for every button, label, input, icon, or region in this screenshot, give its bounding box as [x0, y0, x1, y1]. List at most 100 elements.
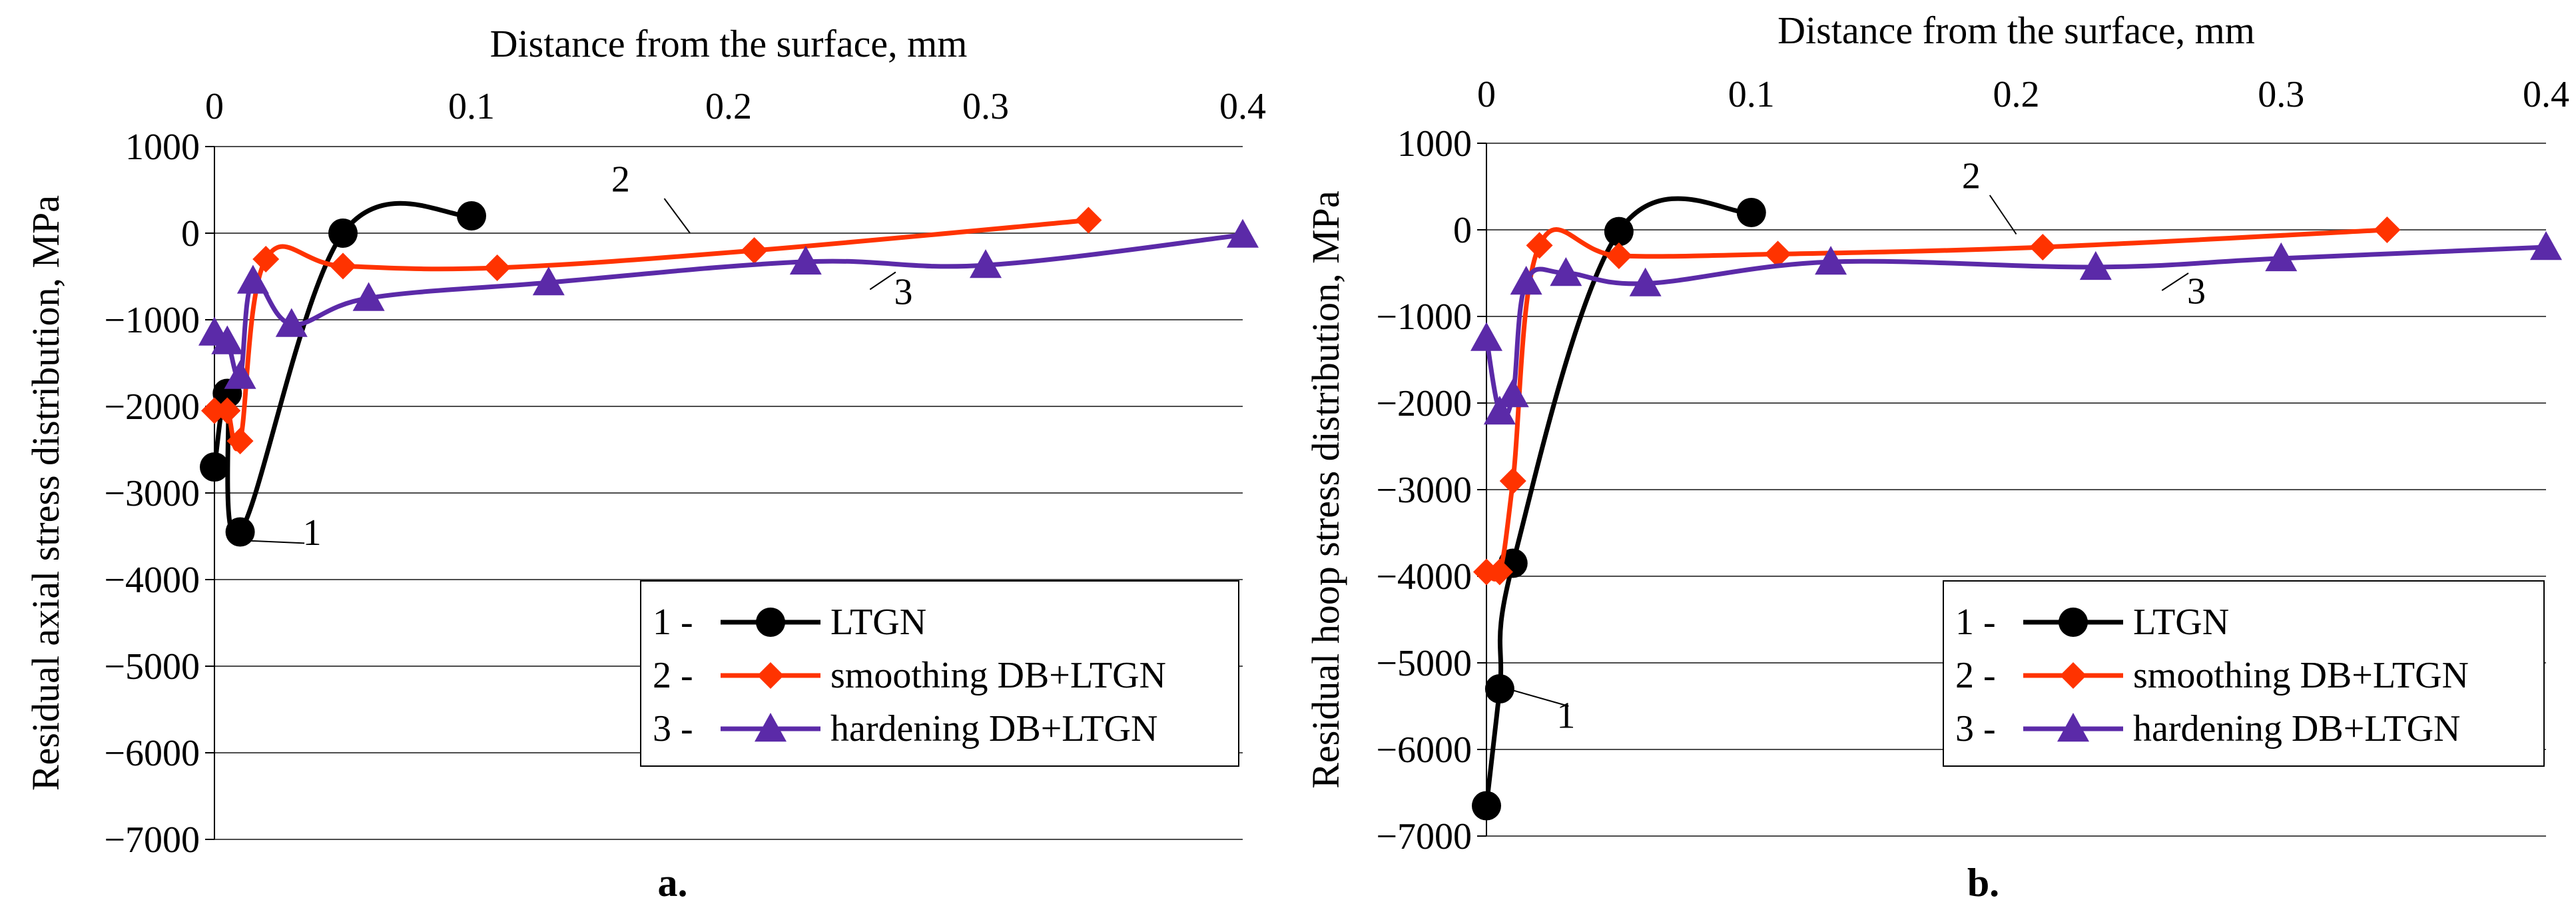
legend-number: 3 - [653, 708, 693, 749]
data-point [741, 237, 768, 264]
data-point [1526, 232, 1553, 259]
data-point [200, 452, 229, 482]
x-tick-label: 0.3 [2258, 74, 2304, 115]
legend-marker [2059, 608, 2088, 637]
y-tick-label: −1000 [1376, 296, 1472, 338]
data-point [1470, 322, 1502, 351]
callout-leader [1989, 195, 2017, 235]
data-point [1227, 219, 1259, 248]
callout-leader [869, 271, 896, 290]
y-tick-label: −7000 [1376, 816, 1472, 857]
data-point [1496, 378, 1529, 408]
y-axis-title: Residual hoop stress distribution, MPa [1304, 191, 1347, 788]
series-2 [1473, 217, 2401, 586]
y-tick-label: −4000 [1376, 556, 1472, 598]
y-tick-label: 1000 [125, 127, 200, 168]
data-point [330, 252, 356, 280]
legend-label: smoothing DB+LTGN [2133, 655, 2469, 696]
data-point [1604, 217, 1634, 246]
data-point [2374, 217, 2401, 243]
data-point [483, 254, 511, 281]
y-tick-label: −3000 [1376, 470, 1472, 511]
callout-leader [245, 540, 305, 544]
legend-number: 1 - [653, 602, 693, 643]
x-tick-label: 0.4 [1219, 86, 1266, 127]
x-tick-label: 0.2 [1993, 74, 2040, 115]
y-tick-label: −2000 [1376, 383, 1472, 424]
x-tick-label: 0 [1477, 74, 1496, 115]
callout-label: 3 [894, 272, 912, 313]
y-tick-label: 0 [1453, 210, 1472, 251]
legend: 1 - LTGN 2 - smoothing DB+LTGN 3 - hardening … [640, 580, 1239, 767]
y-tick-label: −3000 [104, 473, 200, 514]
data-point [225, 517, 255, 547]
data-point [275, 308, 308, 337]
x-tick-label: 0.1 [448, 86, 495, 127]
legend: 1 - LTGN 2 - smoothing DB+LTGN 3 - hardening … [1943, 580, 2545, 767]
data-point [252, 246, 280, 272]
callout-leader [663, 198, 691, 234]
series-3 [198, 219, 1259, 389]
callout-leader [2161, 272, 2189, 291]
data-point [236, 264, 269, 294]
data-point [1736, 198, 1766, 227]
x-tick-label: 0.1 [1728, 74, 1775, 115]
y-tick-label: −6000 [1376, 729, 1472, 771]
y-tick-label: 0 [181, 213, 200, 254]
data-point [352, 282, 385, 311]
y-tick-label: −5000 [104, 646, 200, 687]
panel-label: a. [658, 861, 688, 905]
y-tick-label: −5000 [1376, 643, 1472, 684]
x-tick-label: 0.4 [2523, 74, 2569, 115]
data-point [1075, 207, 1102, 234]
y-tick-label: −2000 [104, 386, 200, 428]
data-point [328, 219, 358, 248]
data-point [1629, 267, 1662, 296]
y-tick-label: −1000 [104, 300, 200, 341]
series-line [1484, 196, 1752, 806]
legend-number: 1 - [1955, 602, 1996, 643]
series-line [214, 218, 1089, 451]
x-tick-label: 0.2 [705, 86, 752, 127]
legend-label: LTGN [830, 602, 926, 643]
data-point [1484, 674, 1514, 703]
data-point [1499, 468, 1526, 494]
data-point [1486, 558, 1513, 586]
data-point [2265, 242, 2298, 272]
data-point [970, 249, 1002, 278]
y-tick-label: −4000 [104, 560, 200, 601]
legend-marker [2060, 662, 2087, 689]
chart-panel-b: 10000−1000−2000−3000−4000−5000−6000−7000… [1304, 9, 2569, 905]
x-axis-title: Distance from the surface, mm [490, 22, 968, 65]
legend-label: LTGN [2133, 602, 2229, 643]
data-point [1815, 246, 1847, 275]
legend-marker [2057, 713, 2089, 742]
data-point [214, 397, 241, 424]
data-point [224, 360, 256, 389]
data-point [532, 266, 565, 296]
legend-label: hardening DB+LTGN [2133, 708, 2460, 749]
callout-label: 3 [2187, 271, 2206, 312]
legend-number: 2 - [1955, 655, 1996, 696]
series-1 [1472, 196, 1766, 821]
data-point [1472, 791, 1501, 821]
data-point [1510, 266, 1542, 295]
data-point [1550, 257, 1582, 286]
legend-number: 3 - [1955, 708, 1996, 749]
series-2 [201, 207, 1102, 454]
legend-marker [757, 662, 784, 689]
data-point [226, 428, 254, 454]
y-tick-label: −6000 [104, 733, 200, 774]
legend-marker [756, 608, 785, 637]
data-point [1483, 396, 1516, 425]
series-1 [200, 201, 486, 547]
callout-label: 1 [303, 512, 322, 554]
legend-label: smoothing DB+LTGN [830, 655, 1166, 696]
legend-number: 2 - [653, 655, 693, 696]
series-3 [1470, 231, 2562, 425]
legend-marker [755, 713, 787, 742]
y-tick-label: 1000 [1397, 123, 1472, 165]
x-axis-title: Distance from the surface, mm [1777, 9, 2255, 52]
data-point [1605, 242, 1632, 269]
